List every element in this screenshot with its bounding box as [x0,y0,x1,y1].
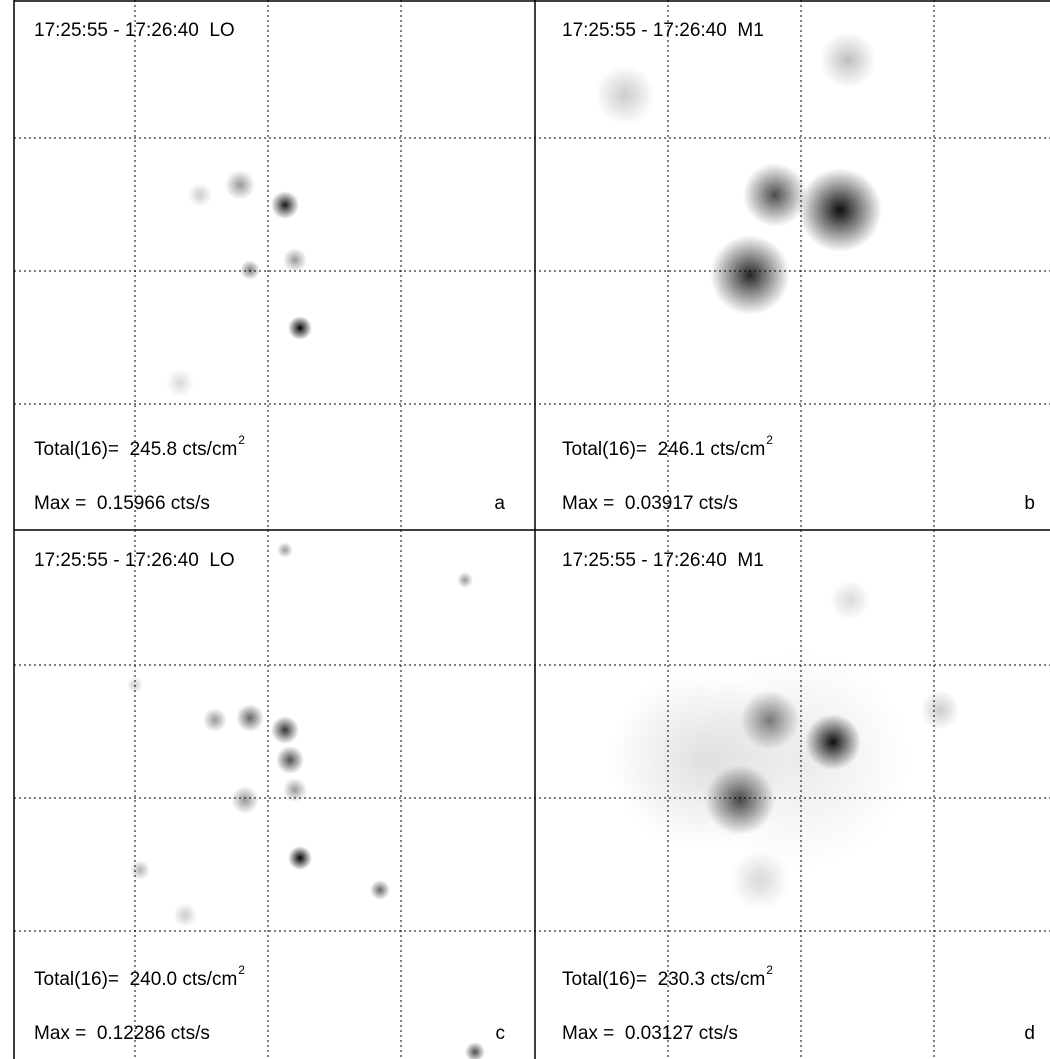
total-exponent: 2 [238,963,245,977]
total-exponent: 2 [766,433,773,447]
time-range: 17:25:55 - 17:26:40 LO [34,20,235,41]
max: Max = 0.03127 cts/s [562,1023,738,1044]
grid [14,0,1050,1059]
panel-label: d [1024,1023,1035,1044]
total: Total(16)= 240.0 cts/cm [34,969,237,990]
max: Max = 0.15966 cts/s [34,493,210,514]
max: Max = 0.12286 cts/s [34,1023,210,1044]
panel-label: c [496,1023,506,1044]
max: Max = 0.03917 cts/s [562,493,738,514]
panel-label: b [1024,493,1035,514]
time-range: 17:25:55 - 17:26:40 LO [34,550,235,571]
total: Total(16)= 245.8 cts/cm [34,439,237,460]
images [127,32,960,1059]
total-exponent: 2 [766,963,773,977]
time-range: 17:25:55 - 17:26:40 M1 [562,550,764,571]
time-range: 17:25:55 - 17:26:40 M1 [562,20,764,41]
total: Total(16)= 246.1 cts/cm [562,439,765,460]
panel-label: a [494,493,505,514]
total: Total(16)= 230.3 cts/cm [562,969,765,990]
frame [13,0,1050,1059]
total-exponent: 2 [238,433,245,447]
